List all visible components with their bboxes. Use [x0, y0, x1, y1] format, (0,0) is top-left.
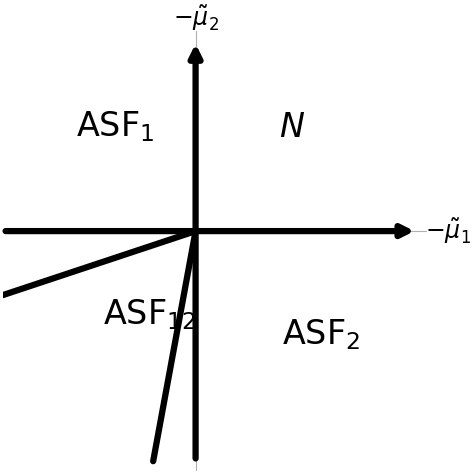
Text: $-\tilde{\mu}_1$: $-\tilde{\mu}_1$	[425, 216, 471, 246]
Text: $\mathrm{ASF}_{12}$: $\mathrm{ASF}_{12}$	[103, 298, 196, 332]
Text: $\mathrm{ASF}_2$: $\mathrm{ASF}_2$	[283, 318, 361, 353]
Text: $-\tilde{\mu}_2$: $-\tilde{\mu}_2$	[173, 3, 219, 33]
Text: $\mathrm{ASF}_1$: $\mathrm{ASF}_1$	[76, 109, 155, 145]
Text: $N$: $N$	[279, 110, 305, 144]
